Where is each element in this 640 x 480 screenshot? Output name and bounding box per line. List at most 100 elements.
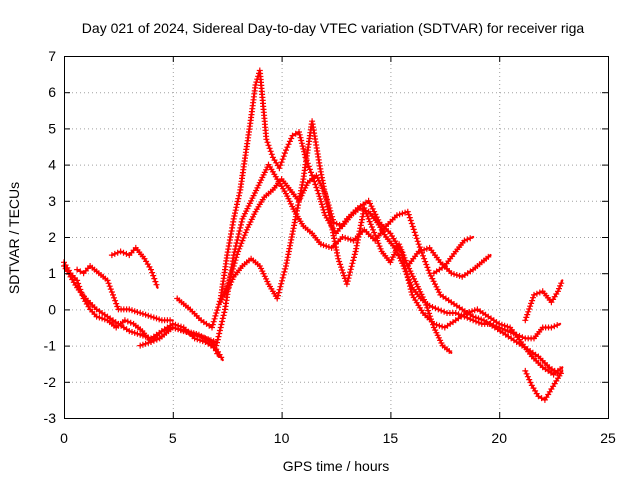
data-point: [216, 327, 223, 334]
data-point: [397, 244, 404, 250]
data-point: [134, 309, 141, 316]
data-point: [436, 322, 443, 329]
data-point: [350, 257, 357, 264]
data-point: [398, 246, 405, 253]
data-point: [278, 159, 285, 166]
x-tick-label: 25: [600, 430, 616, 446]
data-point: [148, 313, 154, 320]
data-point: [298, 140, 305, 147]
series-track-8: [217, 172, 562, 342]
data-point: [513, 331, 520, 338]
data-point: [535, 393, 542, 400]
data-point: [120, 249, 127, 256]
data-point: [232, 257, 239, 264]
data-point: [129, 329, 135, 335]
data-point: [487, 320, 494, 327]
data-point: [374, 237, 381, 244]
data-point: [107, 286, 114, 293]
data-point: [493, 323, 500, 330]
data-point: [111, 294, 117, 301]
data-point: [451, 271, 457, 278]
data-point: [124, 318, 131, 325]
data-point: [127, 319, 134, 326]
data-point: [490, 322, 497, 329]
data-point: [523, 370, 530, 377]
data-point: [342, 234, 349, 241]
data-point: [279, 277, 285, 284]
data-point: [237, 243, 244, 250]
data-point: [267, 148, 274, 155]
data-point: [411, 229, 418, 236]
data-point: [282, 265, 289, 272]
data-point: [134, 330, 141, 337]
data-point: [522, 317, 529, 324]
data-point: [131, 308, 138, 315]
data-point: [461, 237, 468, 244]
y-tick-label: -3: [44, 410, 57, 426]
data-point: [288, 135, 295, 142]
data-point: [299, 143, 306, 150]
data-point: [233, 204, 240, 211]
data-point: [337, 261, 344, 268]
data-point: [265, 142, 272, 149]
data-point: [178, 323, 184, 330]
data-point: [236, 245, 243, 252]
x-tick-label: 0: [60, 430, 68, 446]
data-point: [367, 221, 374, 228]
data-point: [211, 315, 218, 322]
data-point: [496, 324, 503, 331]
data-point: [229, 265, 236, 272]
data-point: [296, 131, 303, 138]
data-point: [423, 261, 430, 268]
data-point: [426, 310, 433, 317]
data-point: [433, 283, 440, 290]
data-point: [529, 297, 536, 304]
data-point: [78, 289, 85, 296]
data-point: [106, 283, 113, 290]
data-point: [402, 209, 409, 216]
data-point: [422, 258, 429, 265]
data-point: [467, 316, 474, 323]
data-point: [232, 210, 238, 217]
data-point: [292, 130, 299, 137]
data-point: [371, 229, 378, 236]
data-point: [538, 395, 545, 402]
data-point: [371, 208, 378, 215]
data-point: [396, 211, 403, 218]
data-point: [305, 163, 312, 170]
data-point: [175, 322, 182, 329]
data-point: [123, 250, 130, 257]
y-tick-label: 7: [48, 48, 56, 64]
data-point: [298, 137, 305, 144]
data-point: [464, 314, 471, 321]
data-point: [464, 236, 471, 243]
data-point: [453, 272, 460, 278]
data-point: [409, 223, 416, 230]
series-track-5: [137, 320, 225, 362]
data-point: [407, 217, 414, 224]
data-point: [317, 196, 324, 202]
data-point: [218, 321, 225, 328]
data-point: [429, 275, 436, 282]
data-point: [362, 207, 369, 214]
y-tick-label: 4: [48, 157, 56, 173]
data-point: [199, 338, 206, 345]
data-point: [280, 153, 287, 160]
data-point: [150, 272, 157, 279]
data-point: [114, 303, 121, 310]
data-point: [422, 299, 429, 306]
data-point: [522, 367, 529, 374]
data-point: [313, 184, 320, 191]
data-point: [268, 151, 275, 158]
data-point: [343, 281, 350, 288]
y-tick-label: 3: [48, 193, 56, 209]
series-track-11: [430, 235, 475, 277]
data-point: [126, 306, 133, 313]
data-point: [197, 337, 203, 344]
data-point: [218, 354, 225, 361]
data-point: [167, 317, 174, 324]
data-point: [368, 224, 375, 230]
data-point: [79, 292, 86, 299]
data-point: [531, 291, 537, 298]
